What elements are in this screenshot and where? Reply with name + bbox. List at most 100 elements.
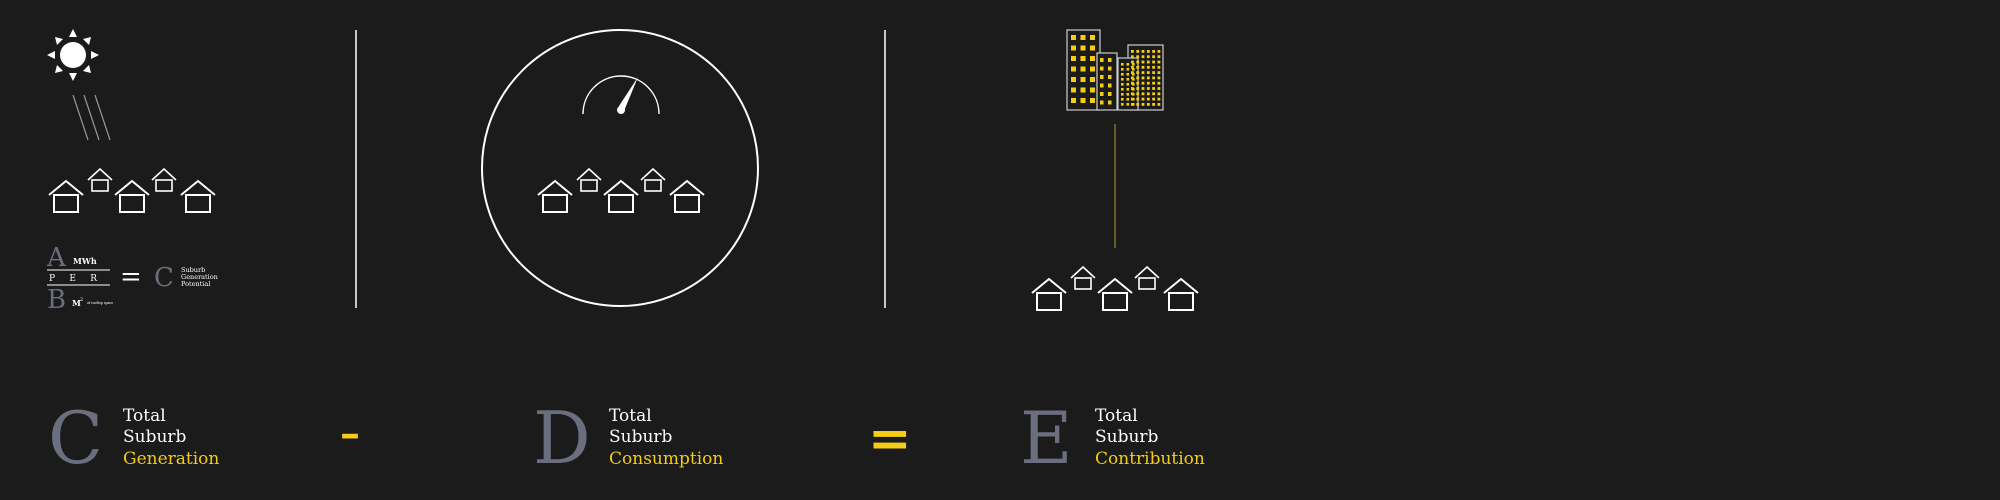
building-window — [1090, 56, 1095, 61]
building-window — [1121, 63, 1124, 66]
sun-rays-icon — [72, 94, 111, 141]
building-window — [1090, 87, 1095, 93]
building-window — [1141, 87, 1145, 90]
building-window — [1157, 55, 1161, 59]
building-window — [1152, 76, 1155, 80]
formula-bottom-unit-exponent: 2 — [80, 297, 83, 303]
contribution-suburb-houses-icon — [1032, 267, 1198, 310]
building-window — [1132, 78, 1135, 81]
building-window — [1090, 77, 1095, 82]
building-window — [1090, 66, 1095, 72]
building-window — [1071, 66, 1076, 72]
building-window — [1146, 55, 1150, 59]
building-window — [1157, 87, 1161, 90]
building-window — [1152, 92, 1155, 96]
building-window — [1131, 60, 1134, 64]
formula-equals-sign: = — [120, 262, 142, 292]
building-window — [1126, 88, 1130, 91]
building-window — [1152, 65, 1155, 69]
building-window — [1146, 103, 1150, 106]
formula-result-line3: Potential — [181, 280, 210, 288]
building-window — [1146, 92, 1150, 96]
building-window — [1071, 35, 1076, 40]
building-window — [1141, 76, 1145, 80]
building-window — [1136, 65, 1140, 69]
building-window — [1152, 50, 1155, 53]
building-window — [1157, 97, 1161, 101]
building-window — [1126, 73, 1130, 76]
building-window — [1136, 87, 1140, 90]
building-window — [1080, 77, 1086, 82]
term3-line3: Contribution — [1095, 449, 1205, 469]
building-window — [1071, 56, 1076, 61]
building-window — [1157, 50, 1161, 53]
building-window — [1100, 83, 1104, 88]
building-window — [1126, 83, 1130, 86]
term2-line2: Suburb — [609, 427, 673, 447]
building-window — [1157, 65, 1161, 69]
building-window — [1131, 71, 1134, 74]
equation-letter-d: D — [533, 396, 591, 480]
building-window — [1136, 76, 1140, 80]
formula-bottom-unit: M — [72, 298, 81, 308]
equals-operator: = — [868, 408, 912, 469]
consumption-meter-icon — [582, 75, 660, 115]
building-window — [1126, 93, 1130, 96]
building-window — [1141, 81, 1145, 85]
term2-line1: Total — [609, 406, 652, 426]
building-window — [1108, 66, 1112, 71]
building-window — [1080, 35, 1086, 40]
building-window — [1146, 65, 1150, 69]
building-window — [1152, 103, 1155, 106]
building-window — [1157, 103, 1161, 106]
building-window — [1146, 71, 1150, 74]
building-window — [1108, 83, 1112, 88]
building-window — [1108, 75, 1112, 79]
term2-line3: Consumption — [609, 449, 723, 469]
building-window — [1146, 97, 1150, 101]
building-window — [1136, 97, 1140, 101]
building-window — [1146, 50, 1150, 53]
building-window — [1157, 71, 1161, 74]
building-window — [1157, 81, 1161, 85]
building-window — [1121, 98, 1124, 101]
equation-letter-e: E — [1020, 396, 1073, 480]
building-window — [1136, 60, 1140, 64]
building-window — [1141, 71, 1145, 74]
building-window — [1100, 58, 1104, 62]
term3-line1: Total — [1095, 406, 1138, 426]
building-window — [1132, 88, 1135, 91]
building-window — [1132, 103, 1135, 106]
formula-result-line1: Suburb — [181, 266, 205, 274]
building-window — [1141, 97, 1145, 101]
term3-line2: Suburb — [1095, 427, 1159, 447]
building-window — [1080, 98, 1086, 103]
building-window — [1121, 83, 1124, 86]
consumption-circle — [481, 29, 759, 307]
generation-formula: A MWh P E R B M 2 of rooftop space = C S… — [46, 243, 218, 315]
building-window — [1071, 87, 1076, 93]
building-window — [1157, 76, 1161, 80]
building-window — [1126, 98, 1130, 101]
building-window — [1121, 88, 1124, 91]
minus-operator: – — [340, 410, 360, 457]
building-window — [1090, 35, 1095, 40]
building-window — [1152, 81, 1155, 85]
building-window — [1132, 83, 1135, 86]
formula-result-line2: Generation — [181, 273, 218, 281]
suburb-houses-icon — [49, 169, 215, 212]
building-window — [1080, 66, 1086, 72]
equation-term-consumption: D Total Suburb Consumption — [533, 396, 723, 480]
building-window — [1131, 76, 1134, 80]
building-window — [1136, 55, 1140, 59]
building-window — [1136, 103, 1140, 106]
building-window — [1126, 78, 1130, 81]
building-window — [1132, 98, 1135, 101]
formula-result-letter: C — [154, 263, 174, 293]
city-buildings-icon — [1066, 29, 1164, 111]
building-window — [1132, 68, 1135, 71]
building-window — [1126, 63, 1130, 66]
formula-bottom-letter: B — [47, 285, 66, 315]
equation-letter-c: C — [48, 396, 103, 480]
